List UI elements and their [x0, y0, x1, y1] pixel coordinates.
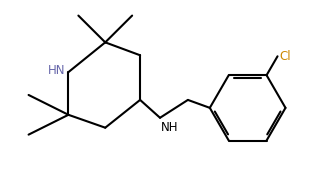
Text: NH: NH — [161, 121, 179, 134]
Text: HN: HN — [48, 64, 65, 77]
Text: Cl: Cl — [280, 50, 291, 63]
